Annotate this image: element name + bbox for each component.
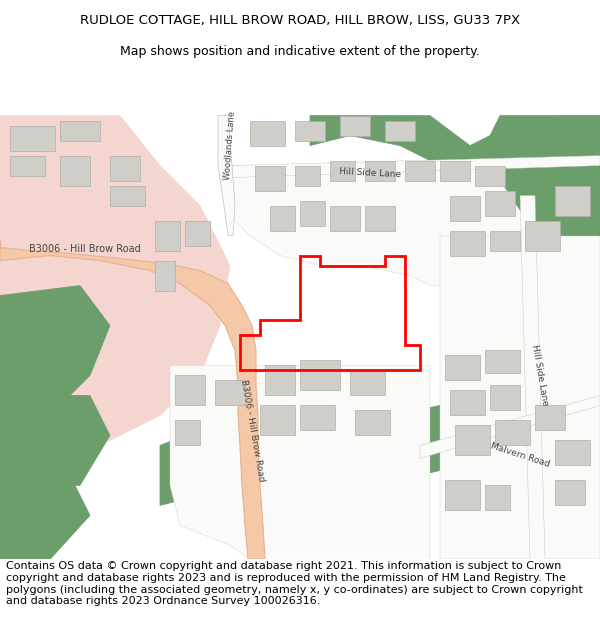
Polygon shape: [0, 286, 110, 406]
Polygon shape: [260, 406, 295, 436]
Polygon shape: [535, 406, 565, 431]
Polygon shape: [110, 186, 145, 206]
Polygon shape: [355, 411, 390, 436]
Polygon shape: [155, 221, 180, 251]
Polygon shape: [365, 206, 395, 231]
Polygon shape: [110, 156, 140, 181]
Polygon shape: [440, 236, 600, 559]
Polygon shape: [525, 221, 560, 251]
Polygon shape: [365, 161, 395, 181]
Text: B3006 - Hill Brow Road: B3006 - Hill Brow Road: [239, 379, 265, 482]
Polygon shape: [295, 121, 325, 141]
Polygon shape: [420, 396, 600, 458]
Polygon shape: [10, 156, 45, 176]
Polygon shape: [555, 186, 590, 216]
Text: Malvern Road: Malvern Road: [489, 442, 551, 469]
Polygon shape: [310, 116, 600, 236]
Polygon shape: [230, 166, 530, 286]
Polygon shape: [485, 351, 520, 374]
Polygon shape: [270, 206, 295, 231]
Polygon shape: [555, 441, 590, 466]
Polygon shape: [230, 156, 600, 178]
Polygon shape: [445, 481, 480, 511]
Polygon shape: [440, 161, 470, 181]
Polygon shape: [160, 426, 230, 506]
Polygon shape: [250, 121, 285, 146]
Polygon shape: [60, 156, 90, 186]
Polygon shape: [490, 386, 520, 411]
Polygon shape: [455, 426, 490, 456]
Text: RUDLOE COTTAGE, HILL BROW ROAD, HILL BROW, LISS, GU33 7PX: RUDLOE COTTAGE, HILL BROW ROAD, HILL BRO…: [80, 14, 520, 27]
Polygon shape: [485, 191, 515, 216]
Polygon shape: [10, 126, 55, 151]
Text: B3006 - Hill Brow Road: B3006 - Hill Brow Road: [29, 244, 141, 254]
Polygon shape: [185, 221, 210, 246]
Polygon shape: [0, 396, 110, 486]
Polygon shape: [215, 381, 245, 406]
Polygon shape: [445, 356, 480, 381]
Polygon shape: [300, 201, 325, 226]
Polygon shape: [390, 406, 470, 476]
Polygon shape: [218, 116, 235, 236]
Polygon shape: [490, 186, 600, 316]
Polygon shape: [475, 166, 505, 186]
Text: Hill Side Lane: Hill Side Lane: [339, 168, 401, 179]
Polygon shape: [60, 121, 100, 141]
Polygon shape: [0, 241, 265, 559]
Polygon shape: [170, 366, 430, 559]
Text: Hill Side Lane: Hill Side Lane: [530, 344, 550, 407]
Polygon shape: [385, 121, 415, 141]
Text: Map shows position and indicative extent of the property.: Map shows position and indicative extent…: [120, 46, 480, 58]
Polygon shape: [255, 166, 285, 191]
Polygon shape: [300, 406, 335, 431]
Polygon shape: [0, 476, 90, 559]
Polygon shape: [495, 421, 530, 446]
Polygon shape: [450, 196, 480, 221]
Text: Woodlands Lane: Woodlands Lane: [223, 111, 237, 181]
Polygon shape: [175, 376, 205, 406]
Polygon shape: [520, 196, 545, 559]
Polygon shape: [265, 366, 295, 396]
Polygon shape: [295, 166, 320, 186]
Polygon shape: [0, 116, 230, 446]
Polygon shape: [300, 361, 340, 391]
Polygon shape: [450, 231, 485, 256]
Polygon shape: [175, 421, 200, 446]
Polygon shape: [330, 161, 355, 181]
Polygon shape: [555, 481, 585, 506]
Polygon shape: [155, 261, 175, 291]
Polygon shape: [330, 206, 360, 231]
Polygon shape: [485, 486, 510, 511]
Polygon shape: [450, 391, 485, 416]
Polygon shape: [340, 116, 370, 136]
Polygon shape: [350, 371, 385, 396]
Polygon shape: [490, 231, 520, 251]
Polygon shape: [405, 161, 435, 181]
Text: Contains OS data © Crown copyright and database right 2021. This information is : Contains OS data © Crown copyright and d…: [6, 561, 583, 606]
Polygon shape: [490, 116, 600, 206]
